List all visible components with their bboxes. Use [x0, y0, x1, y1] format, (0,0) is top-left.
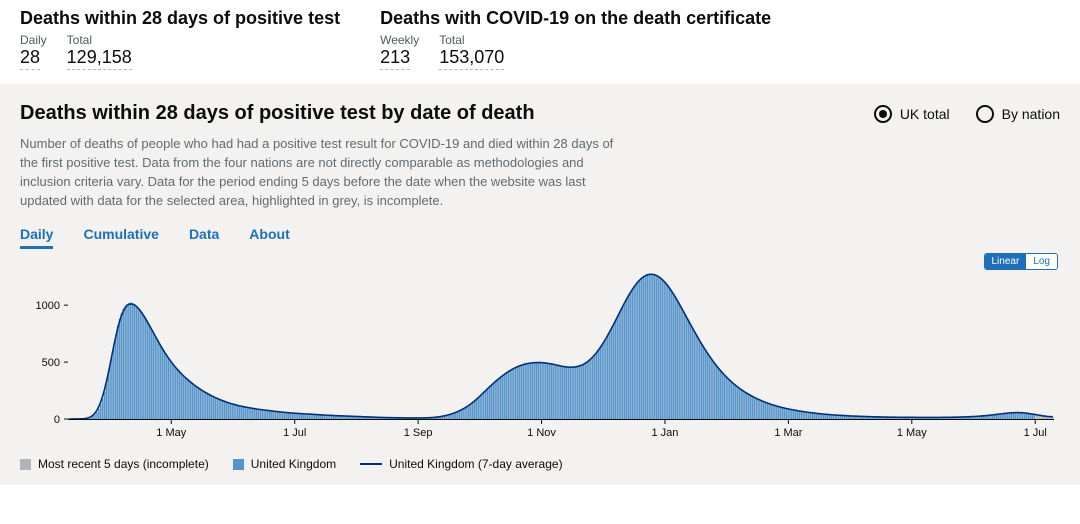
stat-value: 28 [20, 47, 40, 70]
stat-label: Weekly [380, 33, 419, 47]
top-stats-row: Deaths within 28 days of positive test D… [0, 0, 1080, 84]
tab-about[interactable]: About [249, 226, 289, 249]
stat-row: Daily 28 Total 129,158 [20, 33, 340, 70]
svg-text:500: 500 [42, 357, 60, 369]
stat-row: Weekly 213 Total 153,070 [380, 33, 771, 70]
view-radio-group: UK total By nation [874, 105, 1060, 123]
radio-label: UK total [900, 106, 950, 122]
scale-linear-button[interactable]: Linear [985, 254, 1027, 269]
legend-label: United Kingdom [251, 457, 336, 471]
swatch-icon [20, 459, 31, 470]
legend-label: Most recent 5 days (incomplete) [38, 457, 209, 471]
svg-text:1 Nov: 1 Nov [527, 427, 556, 439]
legend-label: United Kingdom (7-day average) [389, 457, 562, 471]
stat-cell-total[interactable]: Total 153,070 [439, 33, 504, 70]
panel-description: Number of deaths of people who had had a… [20, 135, 630, 210]
chart-panel: Deaths within 28 days of positive test b… [0, 84, 1080, 485]
swatch-line-icon [360, 463, 382, 465]
svg-text:1 Jul: 1 Jul [1024, 427, 1047, 439]
chart-legend: Most recent 5 days (incomplete) United K… [20, 457, 1060, 471]
scale-log-button[interactable]: Log [1026, 254, 1057, 269]
radio-icon [976, 105, 994, 123]
swatch-icon [233, 459, 244, 470]
radio-icon [874, 105, 892, 123]
stat-label: Total [439, 33, 504, 47]
stat-block-28day: Deaths within 28 days of positive test D… [20, 8, 340, 70]
stat-cell-total[interactable]: Total 129,158 [67, 33, 132, 70]
stat-label: Daily [20, 33, 47, 47]
stat-value: 213 [380, 47, 410, 70]
tab-cumulative[interactable]: Cumulative [83, 226, 158, 249]
tab-daily[interactable]: Daily [20, 226, 53, 249]
svg-text:1 Sep: 1 Sep [404, 427, 433, 439]
svg-text:1000: 1000 [36, 301, 60, 313]
svg-text:0: 0 [54, 414, 60, 426]
stat-value: 153,070 [439, 47, 504, 70]
radio-by-nation[interactable]: By nation [976, 105, 1060, 123]
scale-toggle: Linear Log [984, 253, 1059, 270]
stat-block-certificate: Deaths with COVID-19 on the death certif… [380, 8, 771, 70]
stat-label: Total [67, 33, 132, 47]
chart-wrap: Linear Log 0 500 1000 1 May 1 Jul 1 Sep 1 Nov 1… [20, 257, 1060, 447]
stat-cell-weekly[interactable]: Weekly 213 [380, 33, 419, 70]
panel-header: Deaths within 28 days of positive test b… [20, 102, 1060, 125]
svg-text:1 May: 1 May [897, 427, 927, 439]
deaths-chart[interactable]: 0 500 1000 1 May 1 Jul 1 Sep 1 Nov 1 Jan 1 Mar 1 … [20, 257, 1060, 447]
stat-cell-daily[interactable]: Daily 28 [20, 33, 47, 70]
radio-uk-total[interactable]: UK total [874, 105, 950, 123]
stat-value: 129,158 [67, 47, 132, 70]
panel-title: Deaths within 28 days of positive test b… [20, 102, 535, 125]
svg-text:1 May: 1 May [156, 427, 186, 439]
radio-label: By nation [1002, 106, 1060, 122]
svg-text:1 Jul: 1 Jul [283, 427, 306, 439]
tab-data[interactable]: Data [189, 226, 219, 249]
legend-item-incomplete: Most recent 5 days (incomplete) [20, 457, 209, 471]
stat-title: Deaths within 28 days of positive test [20, 8, 340, 29]
legend-item-uk-avg: United Kingdom (7-day average) [360, 457, 562, 471]
svg-text:1 Mar: 1 Mar [774, 427, 802, 439]
tab-bar: Daily Cumulative Data About [20, 226, 1060, 249]
svg-text:1 Jan: 1 Jan [652, 427, 679, 439]
legend-item-uk: United Kingdom [233, 457, 336, 471]
stat-title: Deaths with COVID-19 on the death certif… [380, 8, 771, 29]
